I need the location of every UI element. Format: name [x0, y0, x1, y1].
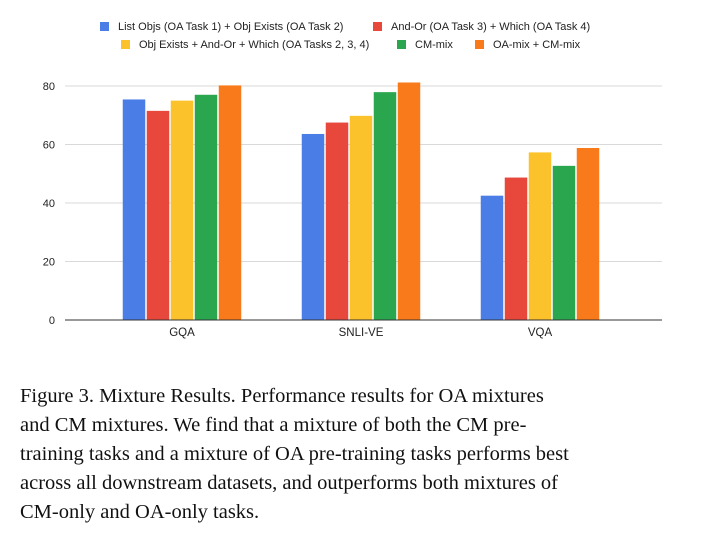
caption-line: CM-only and OA-only tasks.	[20, 501, 260, 523]
x-axis-categories: GQA SNLI-VE VQA	[169, 327, 552, 339]
figure-caption: Figure 3. Mixture Results. Performance r…	[20, 382, 684, 527]
bar	[504, 177, 528, 320]
bar	[301, 133, 325, 320]
legend: List Objs (OA Task 1) + Obj Exists (OA T…	[100, 21, 590, 51]
bars	[122, 82, 600, 321]
bar	[552, 165, 576, 320]
caption-line: and CM mixtures. We find that a mixture …	[20, 414, 527, 436]
y-tick-label: 0	[49, 315, 55, 327]
bar-chart: List Objs (OA Task 1) + Obj Exists (OA T…	[43, 21, 662, 339]
legend-swatch	[100, 22, 109, 31]
bar	[349, 115, 373, 321]
bar	[480, 195, 504, 320]
legend-label: And-Or (OA Task 3) + Which (OA Task 4)	[391, 21, 590, 33]
bar	[576, 148, 600, 320]
caption-line: across all downstream datasets, and outp…	[20, 472, 558, 494]
legend-label: List Objs (OA Task 1) + Obj Exists (OA T…	[118, 21, 343, 33]
bar	[325, 122, 349, 320]
legend-label: OA-mix + CM-mix	[493, 39, 581, 51]
x-category-label: GQA	[169, 327, 195, 339]
bar	[194, 94, 218, 321]
bar	[397, 82, 421, 321]
legend-swatch	[397, 40, 406, 49]
y-tick-label: 20	[43, 257, 55, 269]
legend-swatch	[121, 40, 130, 49]
caption-line: training tasks and a mixture of OA pre-t…	[20, 443, 569, 465]
bar	[373, 92, 397, 320]
legend-swatch	[373, 22, 382, 31]
bar	[528, 152, 552, 320]
bar	[218, 85, 242, 320]
legend-swatch	[475, 40, 484, 49]
y-axis-ticks: 0 20 40 60 80	[43, 81, 55, 327]
y-tick-label: 60	[43, 140, 55, 152]
bar	[122, 99, 146, 320]
y-tick-label: 80	[43, 81, 55, 93]
y-tick-label: 40	[43, 198, 55, 210]
x-category-label: VQA	[528, 327, 553, 339]
legend-label: CM-mix	[415, 39, 453, 51]
bar	[170, 100, 194, 320]
caption-line: Figure 3. Mixture Results. Performance r…	[20, 385, 544, 407]
legend-label: Obj Exists + And-Or + Which (OA Tasks 2,…	[139, 39, 369, 51]
bar	[146, 110, 170, 320]
x-category-label: SNLI-VE	[339, 327, 384, 339]
